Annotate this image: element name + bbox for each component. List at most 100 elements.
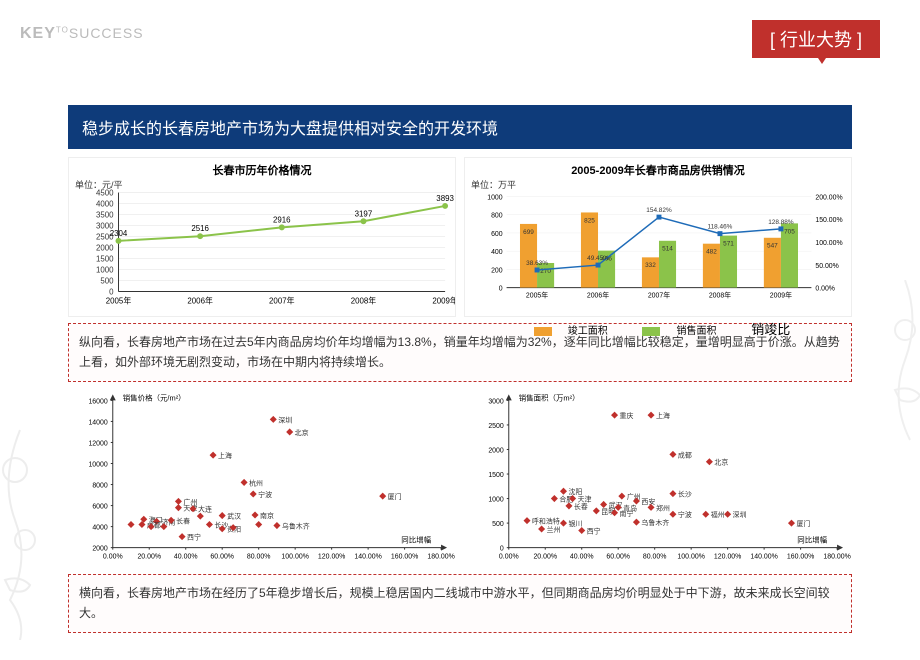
- svg-text:0.00%: 0.00%: [815, 286, 835, 293]
- svg-text:银川: 银川: [568, 519, 582, 528]
- svg-text:长沙: 长沙: [678, 489, 692, 498]
- svg-text:100.00%: 100.00%: [815, 240, 842, 247]
- svg-text:1500: 1500: [488, 472, 504, 479]
- svg-text:3000: 3000: [488, 398, 504, 405]
- svg-text:60.00%: 60.00%: [606, 553, 630, 560]
- price-trend-chart: 长春市历年价格情况 单位：元/平 05001000150020002500300…: [68, 157, 456, 317]
- svg-text:0: 0: [499, 286, 503, 293]
- svg-text:80.00%: 80.00%: [643, 553, 667, 560]
- svg-text:120.00%: 120.00%: [318, 553, 345, 560]
- price-scatter-chart: 2000400060008000100001200014000160000.00…: [68, 388, 456, 568]
- svg-text:2516: 2516: [191, 224, 209, 233]
- svg-text:南京: 南京: [260, 511, 274, 520]
- svg-text:西安: 西安: [641, 497, 655, 506]
- svg-text:2000: 2000: [96, 244, 114, 253]
- svg-text:沈阳: 沈阳: [568, 487, 582, 496]
- svg-text:180.00%: 180.00%: [823, 553, 850, 560]
- svg-text:154.82%: 154.82%: [646, 207, 672, 214]
- svg-text:571: 571: [723, 240, 734, 247]
- supply-sales-chart: 2005-2009年长春市商品房供销情况 单位：万平 0200400600800…: [464, 157, 852, 317]
- svg-text:1000: 1000: [488, 496, 504, 503]
- svg-text:呼和浩特: 呼和浩特: [532, 516, 560, 525]
- logo: KEYTOSUCCESS: [20, 25, 144, 43]
- svg-text:2916: 2916: [273, 215, 291, 224]
- svg-text:705: 705: [784, 228, 795, 235]
- svg-text:南宁: 南宁: [620, 509, 634, 518]
- svg-text:2000: 2000: [488, 447, 504, 454]
- svg-text:2007年: 2007年: [648, 290, 670, 299]
- svg-text:成都: 成都: [147, 520, 161, 529]
- svg-text:销售价格（元/m²）: 销售价格（元/m²）: [123, 392, 186, 402]
- svg-text:150.00%: 150.00%: [815, 217, 842, 224]
- area-scatter-chart: 0500100015002000250030000.00%20.00%40.00…: [464, 388, 852, 568]
- svg-text:514: 514: [662, 246, 673, 253]
- svg-text:天津: 天津: [578, 495, 592, 503]
- svg-text:14000: 14000: [88, 419, 107, 426]
- svg-text:100.00%: 100.00%: [281, 553, 308, 560]
- svg-text:547: 547: [767, 243, 778, 250]
- svg-text:128.88%: 128.88%: [768, 219, 794, 226]
- svg-text:600: 600: [491, 231, 503, 238]
- svg-text:长春: 长春: [574, 502, 588, 511]
- right-decoration: [875, 280, 920, 460]
- svg-text:4000: 4000: [92, 524, 108, 531]
- svg-text:上海: 上海: [218, 451, 232, 460]
- svg-text:0: 0: [500, 545, 504, 552]
- svg-text:北京: 北京: [295, 428, 309, 437]
- svg-text:1500: 1500: [96, 255, 114, 264]
- svg-text:0.00%: 0.00%: [499, 553, 519, 560]
- svg-text:40.00%: 40.00%: [570, 553, 594, 560]
- svg-text:332: 332: [645, 262, 656, 269]
- svg-text:2009年: 2009年: [770, 290, 792, 299]
- left-decoration: [0, 420, 60, 640]
- svg-text:6000: 6000: [92, 503, 108, 510]
- svg-text:80.00%: 80.00%: [247, 553, 271, 560]
- svg-text:宁波: 宁波: [258, 490, 272, 499]
- svg-text:重庆: 重庆: [620, 411, 634, 420]
- svg-text:160.00%: 160.00%: [787, 553, 814, 560]
- svg-text:10000: 10000: [88, 461, 107, 468]
- svg-text:8000: 8000: [92, 482, 108, 489]
- svg-text:0: 0: [109, 288, 114, 297]
- svg-text:厦门: 厦门: [796, 519, 810, 528]
- svg-text:2005年: 2005年: [526, 290, 548, 299]
- svg-text:20.00%: 20.00%: [533, 553, 557, 560]
- svg-text:福州: 福州: [711, 510, 725, 519]
- svg-text:2006年: 2006年: [187, 295, 213, 305]
- svg-text:140.00%: 140.00%: [750, 553, 777, 560]
- svg-text:38.63%: 38.63%: [526, 260, 548, 267]
- svg-text:3893: 3893: [436, 194, 454, 203]
- svg-text:200: 200: [491, 267, 503, 274]
- svg-text:销售面积（万m²）: 销售面积（万m²）: [519, 392, 580, 402]
- page-title: 稳步成长的长春房地产市场为大盘提供相对安全的开发环境: [68, 105, 852, 149]
- svg-text:同比增幅: 同比增幅: [401, 534, 431, 544]
- svg-text:100.00%: 100.00%: [677, 553, 704, 560]
- svg-text:长春: 长春: [176, 516, 190, 525]
- svg-text:1000: 1000: [487, 194, 503, 201]
- svg-text:118.46%: 118.46%: [708, 224, 733, 231]
- svg-text:120.00%: 120.00%: [714, 553, 741, 560]
- svg-text:16000: 16000: [88, 398, 107, 405]
- svg-text:同比增幅: 同比增幅: [797, 534, 827, 544]
- svg-text:2009年: 2009年: [432, 295, 455, 305]
- svg-text:成都: 成都: [678, 450, 692, 459]
- svg-text:杭州: 杭州: [249, 478, 263, 487]
- svg-text:深圳: 深圳: [278, 415, 292, 424]
- svg-text:482: 482: [706, 249, 717, 256]
- svg-text:60.00%: 60.00%: [210, 553, 234, 560]
- svg-text:2005年: 2005年: [106, 295, 132, 305]
- svg-text:乌鲁木齐: 乌鲁木齐: [282, 521, 310, 530]
- svg-text:2006年: 2006年: [587, 290, 609, 299]
- arrow-down-icon: [814, 52, 830, 64]
- svg-text:2008年: 2008年: [351, 295, 377, 305]
- svg-text:160.00%: 160.00%: [391, 553, 418, 560]
- svg-text:500: 500: [100, 277, 114, 286]
- svg-text:1000: 1000: [96, 266, 114, 275]
- svg-text:2007年: 2007年: [269, 295, 295, 305]
- svg-text:宁波: 宁波: [678, 510, 692, 519]
- svg-text:西宁: 西宁: [587, 526, 601, 535]
- svg-text:500: 500: [492, 521, 504, 528]
- svg-text:西宁: 西宁: [187, 532, 201, 541]
- svg-text:0.00%: 0.00%: [103, 553, 123, 560]
- svg-text:2304: 2304: [110, 229, 128, 238]
